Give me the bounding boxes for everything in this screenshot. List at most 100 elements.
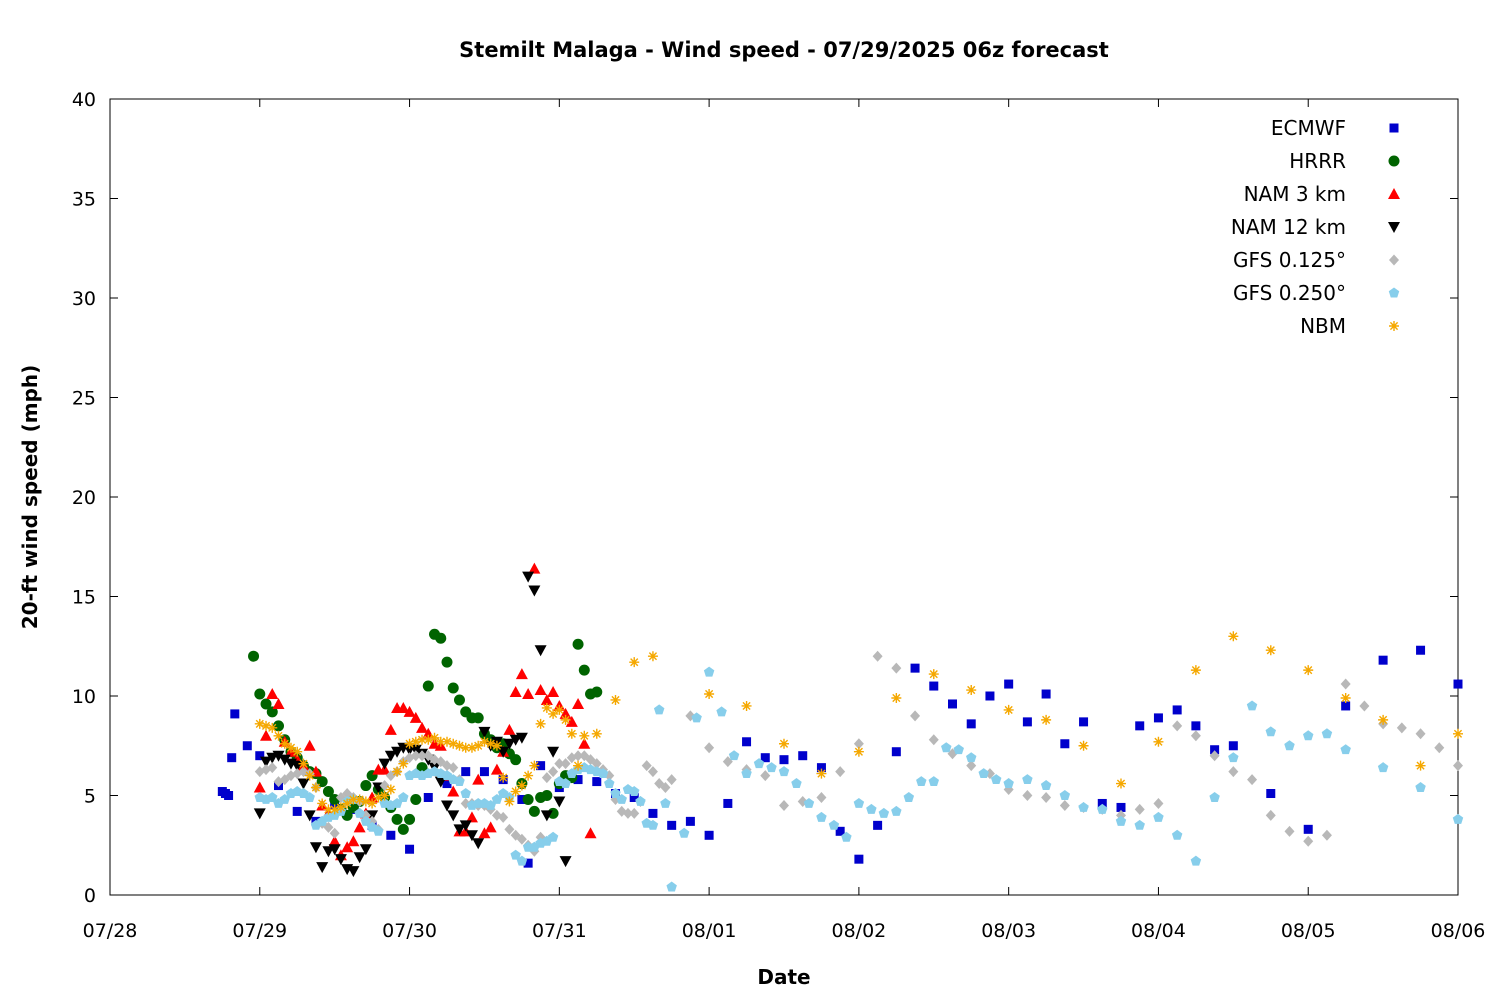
data-point	[1265, 726, 1277, 737]
data-point	[504, 796, 515, 807]
data-point	[653, 704, 665, 715]
data-point	[1022, 717, 1032, 727]
data-point	[629, 792, 639, 802]
data-point	[816, 763, 826, 773]
data-point	[866, 803, 877, 814]
data-point	[397, 701, 410, 713]
data-point	[573, 750, 584, 762]
data-point	[816, 791, 827, 803]
data-point	[510, 754, 522, 766]
data-point	[260, 756, 273, 768]
data-point	[723, 798, 733, 808]
legend-marker	[1389, 123, 1399, 133]
data-point	[1265, 809, 1276, 821]
data-point	[1004, 679, 1014, 689]
legend-marker	[1388, 188, 1400, 199]
data-point	[509, 686, 522, 698]
data-point	[359, 844, 372, 856]
data-point	[272, 697, 285, 709]
data-point	[303, 739, 316, 751]
data-point	[560, 758, 571, 770]
y-tick-label: 10	[72, 686, 96, 708]
data-point	[560, 714, 571, 725]
data-point	[292, 806, 302, 816]
data-point	[685, 816, 695, 826]
data-point	[224, 791, 234, 800]
data-point	[1359, 700, 1370, 712]
data-point	[778, 766, 790, 777]
data-point	[628, 786, 640, 796]
data-point	[572, 638, 584, 650]
data-point	[592, 777, 602, 787]
data-point	[647, 819, 659, 830]
data-point	[1060, 739, 1070, 749]
data-point	[403, 705, 416, 717]
data-point	[498, 811, 509, 823]
data-point	[242, 741, 252, 751]
data-point	[1228, 741, 1238, 751]
data-point	[254, 718, 265, 729]
data-point	[978, 768, 989, 779]
data-point	[447, 682, 459, 694]
data-point	[1453, 679, 1463, 689]
data-point	[1340, 678, 1351, 690]
data-point	[816, 768, 827, 779]
data-point	[459, 820, 472, 832]
data-point	[310, 782, 321, 793]
data-point	[1210, 745, 1220, 755]
data-point	[353, 821, 366, 833]
data-point	[309, 842, 322, 854]
data-point	[835, 826, 845, 836]
data-point	[798, 751, 808, 761]
data-point	[342, 798, 353, 809]
data-point	[273, 730, 284, 741]
data-point	[1153, 713, 1163, 723]
data-point	[528, 585, 541, 597]
data-point	[1040, 780, 1052, 790]
data-point	[379, 790, 390, 801]
data-point	[928, 776, 940, 787]
data-point	[1059, 790, 1071, 800]
data-point	[910, 710, 921, 722]
x-tick-label: 08/02	[832, 920, 887, 942]
data-point	[466, 742, 477, 753]
data-point	[541, 702, 552, 713]
data-point	[853, 738, 864, 750]
data-point	[647, 651, 658, 662]
data-point	[1415, 728, 1426, 740]
data-point	[873, 820, 883, 830]
data-point	[1284, 740, 1295, 751]
data-point	[1303, 835, 1314, 847]
data-point	[1378, 655, 1388, 665]
series-nam-12-km	[253, 571, 572, 878]
data-point	[386, 830, 396, 840]
data-point	[1079, 717, 1089, 727]
data-point	[528, 562, 541, 574]
data-point	[398, 791, 409, 802]
data-point	[384, 750, 397, 762]
data-point	[828, 819, 840, 830]
data-point	[478, 726, 491, 738]
data-point	[666, 774, 677, 786]
data-point	[760, 753, 770, 763]
data-point	[385, 784, 396, 795]
data-point	[1134, 803, 1145, 815]
data-point	[584, 827, 597, 839]
data-point	[460, 788, 471, 798]
data-point	[417, 750, 428, 762]
data-point	[1340, 744, 1351, 755]
data-point	[928, 734, 939, 746]
data-point	[1302, 730, 1314, 741]
data-point	[547, 831, 559, 842]
data-point	[465, 830, 478, 842]
data-point	[409, 711, 422, 723]
data-point	[1415, 760, 1426, 771]
data-point	[435, 632, 447, 644]
data-point	[360, 815, 372, 826]
data-point	[1321, 829, 1332, 841]
data-point	[716, 706, 727, 717]
data-point	[1041, 791, 1052, 803]
data-point	[479, 736, 490, 747]
data-point	[1191, 721, 1201, 731]
